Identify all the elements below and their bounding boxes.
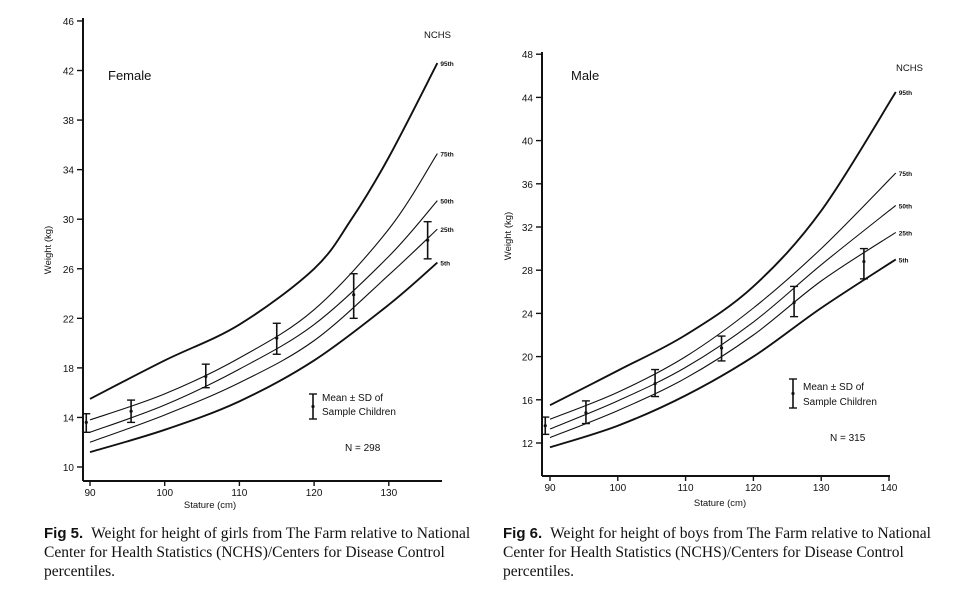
percentile-label-95th: 95th	[899, 90, 912, 97]
sample-size-label: N = 298	[345, 443, 381, 454]
legend: Mean ± SD of Sample Children	[309, 393, 396, 420]
y-tick-label: 34	[63, 166, 75, 177]
legend-error-bar-mean-point	[791, 391, 795, 396]
y-tick-label: 18	[63, 364, 75, 375]
error-bar-mean-point	[862, 259, 866, 264]
nchs-label: NCHS	[896, 63, 923, 74]
x-tick-label: 100	[156, 488, 173, 499]
percentile-curve-25th	[549, 231, 897, 439]
error-bar-mean-point	[792, 301, 796, 305]
x-tick-label: 90	[544, 483, 556, 494]
percentile-label-5th: 5th	[899, 257, 909, 264]
y-tick-label: 44	[522, 93, 534, 104]
y-tick-label: 20	[522, 353, 534, 364]
percentile-label-95th: 95th	[440, 61, 453, 68]
x-tick-label: 110	[231, 488, 247, 499]
error-bar-mean-point	[543, 424, 547, 428]
male-chart: 12 16 20 24 28 32 36 40 44 48 90 100 110 120 130 140 Sta…	[503, 50, 923, 509]
caption-fig5-label: Fig 5.	[44, 525, 84, 542]
legend-error-bar-mean-point	[311, 404, 315, 409]
error-bar-mean-point	[584, 411, 588, 415]
error-bar-mean-point	[129, 409, 133, 413]
panel-label: Female	[108, 68, 151, 83]
legend-line2: Sample Children	[803, 397, 877, 408]
y-tick-label: 10	[63, 463, 75, 474]
percentile-curve-25th	[89, 228, 438, 443]
caption-fig5-text: Weight for height of girls from The Farm…	[44, 525, 471, 580]
percentile-label-25th: 25th	[899, 230, 912, 237]
x-tick-label: 130	[380, 488, 397, 499]
error-bar-mean-point	[204, 374, 208, 379]
caption-fig6-label: Fig 6.	[503, 525, 543, 542]
y-axis-label: Weight (kg)	[43, 226, 54, 274]
y-tick-label: 26	[63, 265, 75, 276]
percentile-curve-75th	[89, 153, 438, 421]
percentile-label-50th: 50th	[899, 203, 912, 210]
x-axis-label: Stature (cm)	[184, 500, 236, 511]
legend-line1: Mean ± SD of	[803, 382, 864, 393]
percentile-curve-75th	[549, 172, 897, 420]
female-chart: 10 14 18 22 26 30 34 38 42 46 90 100 110 120 130 Statur…	[43, 17, 454, 511]
legend-line1: Mean ± SD of	[322, 393, 383, 404]
error-bar-mean-point	[352, 293, 356, 297]
error-bar-mean-point	[653, 382, 657, 386]
y-tick-label: 36	[522, 180, 534, 191]
caption-fig5: Fig 5. Weight for height of girls from Th…	[44, 524, 484, 581]
percentile-curve-5th	[89, 261, 438, 454]
x-tick-label: 100	[609, 483, 626, 494]
panel-label: Male	[571, 68, 599, 83]
x-tick-label: 140	[881, 483, 898, 494]
legend: Mean ± SD of Sample Children	[789, 378, 877, 409]
x-tick-label: 90	[84, 488, 96, 499]
percentile-curve-5th	[549, 258, 897, 449]
y-tick-label: 12	[522, 439, 534, 450]
nchs-label: NCHS	[424, 30, 451, 41]
percentile-curve-95th	[89, 62, 439, 400]
y-tick-label: 22	[63, 314, 75, 325]
x-tick-label: 130	[813, 483, 830, 494]
y-tick-label: 48	[522, 50, 534, 61]
y-tick-label: 46	[63, 17, 75, 28]
y-tick-label: 28	[522, 266, 534, 277]
caption-fig6: Fig 6. Weight for height of boys from The…	[503, 524, 943, 581]
x-tick-label: 120	[745, 483, 762, 494]
caption-fig6-text: Weight for height of boys from The Farm …	[503, 525, 931, 580]
y-axis-label: Weight (kg)	[503, 212, 514, 260]
y-tick-label: 32	[522, 223, 534, 234]
error-bar-mean-point	[275, 336, 279, 340]
error-bar-mean-point	[426, 238, 430, 242]
x-tick-label: 120	[306, 488, 323, 499]
sample-size-label: N = 315	[830, 433, 866, 444]
percentile-label-5th: 5th	[440, 261, 450, 268]
percentile-curve-50th	[89, 200, 438, 433]
percentile-curve-95th	[549, 91, 897, 407]
error-bar-mean-point	[84, 420, 88, 424]
y-tick-label: 42	[63, 67, 75, 78]
percentile-label-50th: 50th	[440, 199, 453, 206]
y-tick-label: 16	[522, 396, 534, 407]
x-tick-label: 110	[678, 483, 694, 494]
y-tick-label: 14	[63, 413, 75, 424]
percentile-curve-50th	[549, 204, 897, 430]
y-tick-label: 40	[522, 137, 534, 148]
legend-line2: Sample Children	[322, 407, 396, 418]
percentile-label-25th: 25th	[440, 227, 453, 234]
percentile-label-75th: 75th	[440, 152, 453, 159]
y-tick-label: 24	[522, 309, 534, 320]
x-axis-label: Stature (cm)	[694, 498, 746, 509]
error-bar-mean-point	[719, 346, 724, 350]
y-tick-label: 30	[63, 215, 75, 226]
percentile-label-75th: 75th	[899, 171, 912, 178]
y-tick-label: 38	[63, 116, 75, 127]
